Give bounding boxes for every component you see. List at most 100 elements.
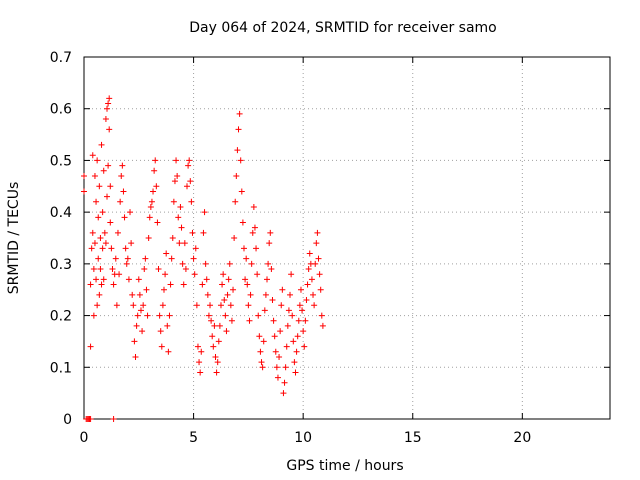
data-point [88,245,95,252]
data-point [91,172,98,179]
data-point [255,312,262,319]
data-point [186,157,193,164]
data-point [261,307,268,314]
data-point [168,255,175,262]
data-point [81,172,87,179]
data-point [313,240,320,247]
data-point [100,276,107,283]
data-point [311,302,318,309]
data-point [104,105,111,112]
data-point [219,281,226,288]
data-point [196,359,203,366]
data-point [207,302,214,309]
data-point [258,359,265,366]
data-point [97,235,104,241]
data-point [221,297,228,304]
data-point [225,276,232,283]
data-point [306,250,313,257]
data-point [98,281,105,288]
data-point [102,116,109,123]
data-point [228,317,235,324]
y-tick-label: 0.2 [50,309,72,325]
data-point [281,379,288,386]
data-point [318,312,325,319]
data-point [210,343,217,350]
y-tick-label: 0.5 [50,153,72,169]
data-points [81,95,326,422]
data-point [95,214,102,221]
data-point [135,276,142,283]
data-point [99,245,106,252]
data-point [230,286,237,293]
data-point [159,302,166,309]
data-point [177,203,184,210]
data-point [94,157,101,164]
data-point [211,322,218,329]
data-point [268,266,275,273]
data-point [90,266,97,273]
data-point [176,240,183,247]
data-point [274,374,281,381]
x-axis: 0 5 10 15 20 [80,57,531,446]
y-tick-label: 0 [63,412,72,428]
data-point [87,416,94,422]
data-point [122,245,129,252]
data-point [244,281,251,288]
data-point [164,322,171,329]
data-point [154,219,161,226]
y-tick-label: 0.1 [50,360,72,376]
data-point [145,235,152,241]
data-point [123,260,130,267]
data-point [283,343,290,350]
data-point [245,302,252,309]
data-point [141,266,148,273]
data-point [248,260,255,267]
data-point [165,348,172,355]
data-point [181,240,188,247]
data-point [140,302,147,309]
data-point [227,302,234,309]
data-point [95,255,102,262]
data-point [222,312,229,319]
data-point [163,250,170,257]
data-point [90,312,97,319]
data-point [209,333,216,340]
data-point [96,183,103,190]
data-point [106,95,113,102]
data-point [102,240,109,247]
data-point [129,291,136,298]
data-point [108,245,115,252]
data-point [279,286,286,293]
data-point [105,100,112,107]
data-point [316,271,323,278]
data-point [273,364,280,371]
data-point [87,343,94,350]
data-point [277,328,284,335]
data-point [170,198,177,205]
data-point [81,188,87,195]
data-point [110,416,117,422]
data-point [155,266,162,273]
data-point [157,328,164,335]
data-point [113,302,120,309]
data-point [148,198,155,205]
data-point [216,322,223,329]
data-point [116,271,123,278]
data-point [278,302,285,309]
data-point [104,193,111,200]
data-point [271,333,278,340]
data-point [238,188,245,195]
data-point [224,291,231,298]
data-point [293,348,300,355]
data-point [290,338,297,345]
x-tick-label: 15 [404,430,422,446]
data-point [173,157,180,164]
data-point [127,209,134,216]
data-point [166,312,173,319]
data-point [232,198,239,205]
data-point [153,183,160,190]
data-point [215,338,222,345]
data-point [147,203,154,210]
data-point [319,322,326,329]
